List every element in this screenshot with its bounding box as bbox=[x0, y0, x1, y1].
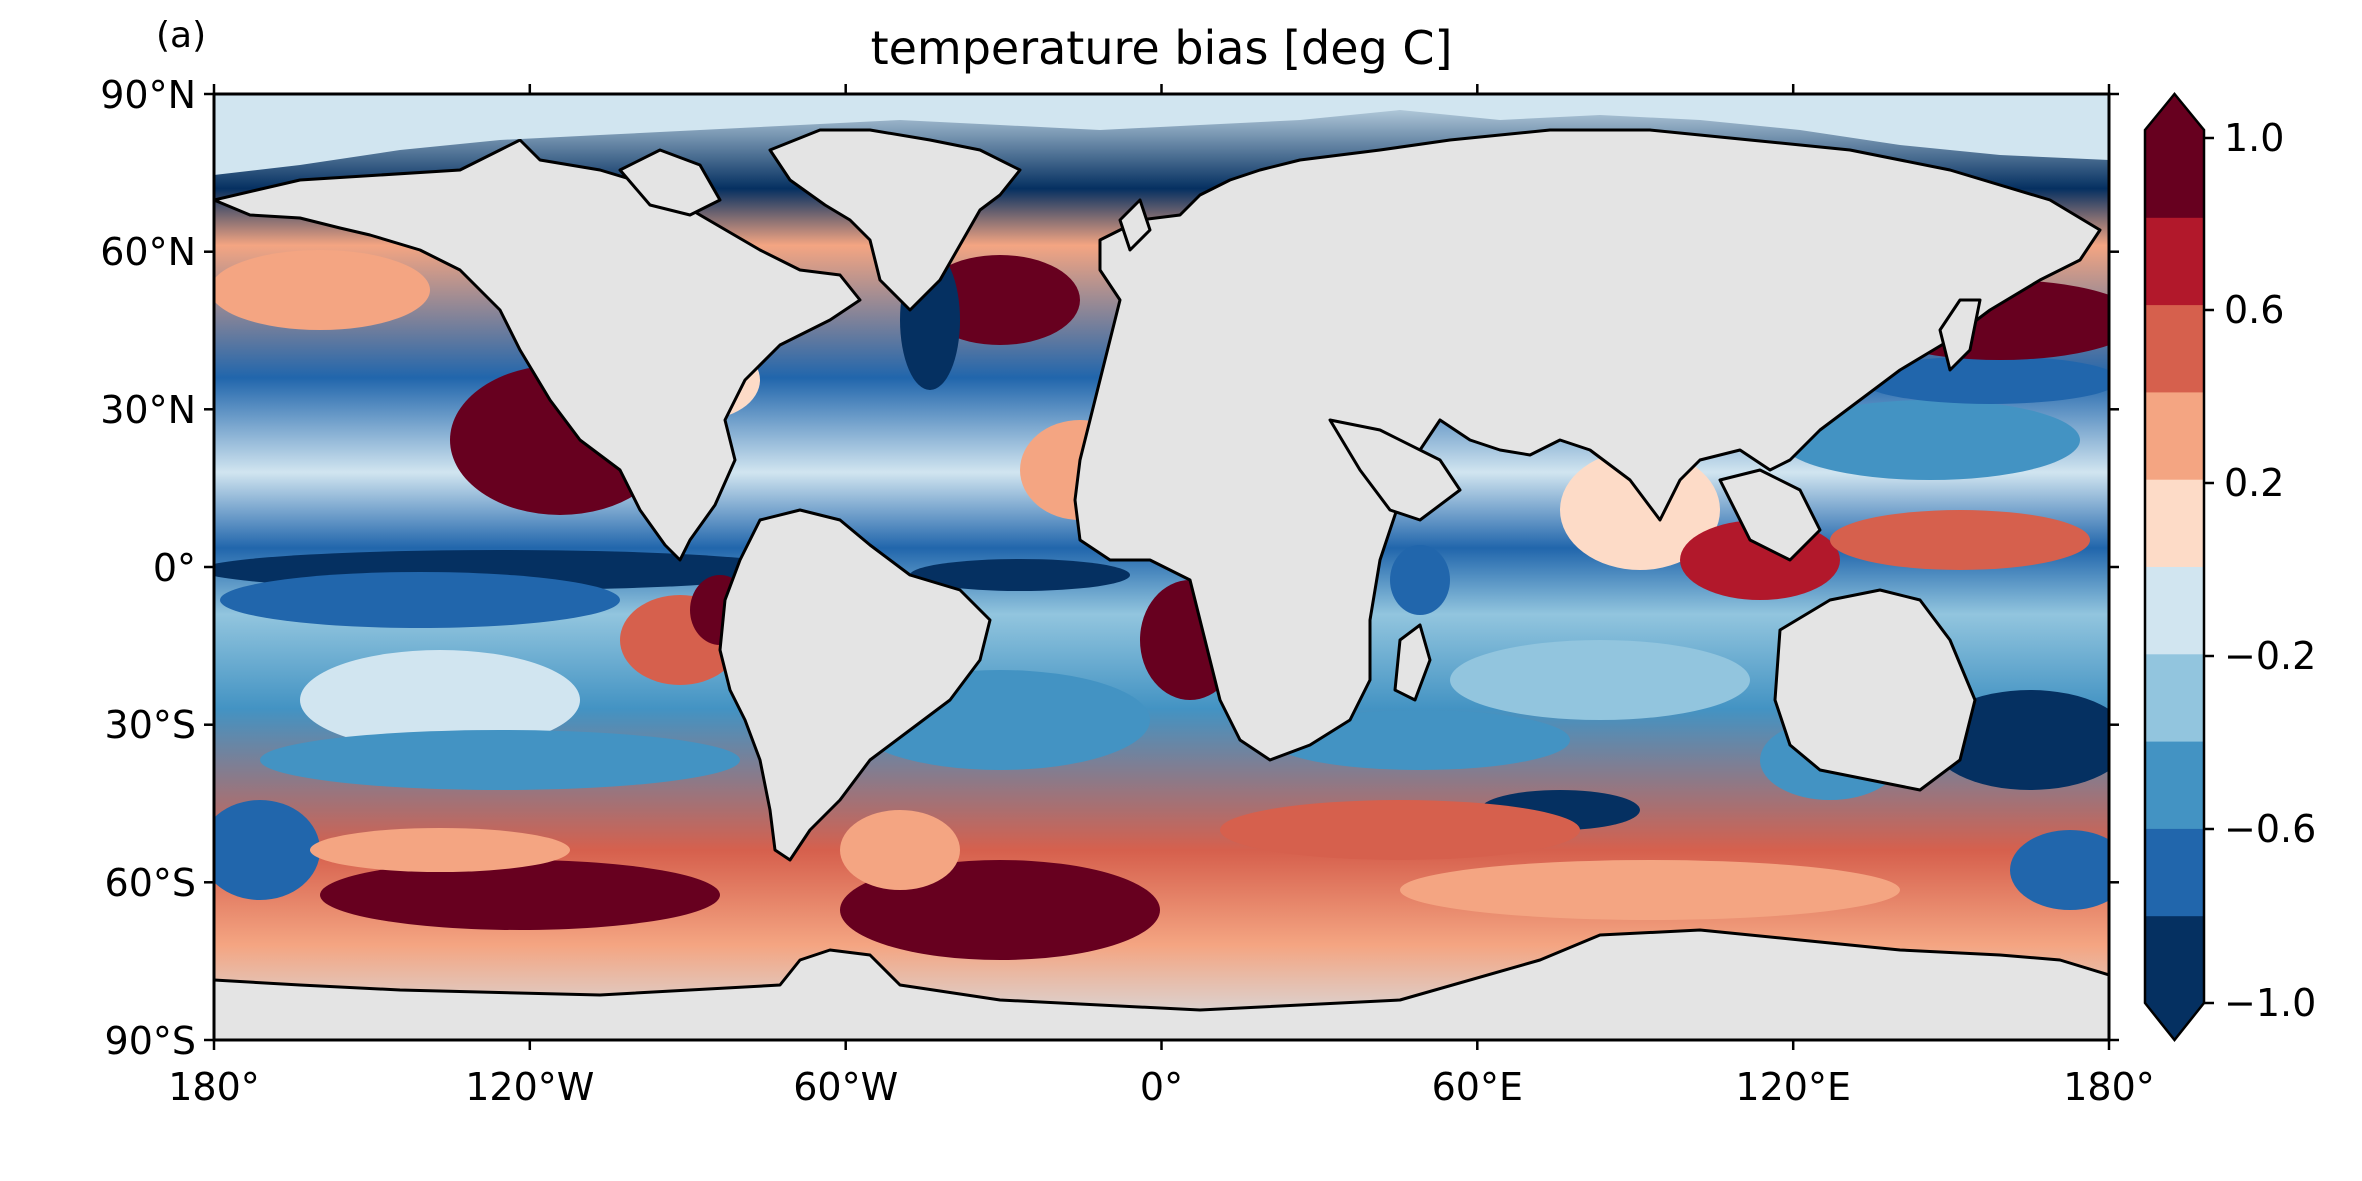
colorbar-extend-max bbox=[2145, 94, 2204, 130]
y-tick-label: 0° bbox=[153, 546, 196, 590]
colorbar-segment bbox=[2145, 304, 2204, 393]
madagascar bbox=[1393, 623, 1432, 702]
x-tick-label: 120°W bbox=[465, 1065, 594, 1109]
x-tick-label: 120°E bbox=[1735, 1065, 1851, 1109]
japan bbox=[1938, 298, 1982, 372]
colorbar-tick-label: −0.6 bbox=[2224, 807, 2316, 851]
colorbar-tick-label: 0.2 bbox=[2224, 461, 2284, 505]
x-tick-label: 60°W bbox=[793, 1065, 898, 1109]
y-tick-labels: 90°N 60°N 30°N 0° 30°S 60°S 90°S bbox=[100, 73, 196, 1063]
map-panel bbox=[214, 94, 2109, 1040]
x-tick-label: 180° bbox=[168, 1065, 260, 1109]
colorbar-tick-labels: 1.0 0.6 0.2 −0.2 −0.6 −1.0 bbox=[2224, 116, 2316, 1025]
bias-patches bbox=[214, 250, 2109, 960]
colorbar-tick-label: −0.2 bbox=[2224, 634, 2316, 678]
colorbar-segment bbox=[2145, 741, 2204, 829]
y-tick-label: 90°N bbox=[100, 73, 196, 117]
colorbar-segment bbox=[2145, 217, 2204, 306]
x-tick-labels: 180° 120°W 60°W 0° 60°E 120°E 180° bbox=[168, 1065, 2155, 1109]
x-tick-label: 0° bbox=[1140, 1065, 1183, 1109]
colorbar-segments bbox=[2145, 130, 2204, 1004]
south-america bbox=[718, 508, 992, 862]
colorbar-segment bbox=[2145, 479, 2204, 567]
north-america bbox=[214, 138, 862, 562]
colorbar-segment bbox=[2145, 566, 2204, 655]
arctic-ice bbox=[214, 94, 2109, 175]
arabia bbox=[1328, 418, 1462, 522]
africa-eurasia bbox=[1073, 128, 2102, 762]
x-tick-label: 60°E bbox=[1432, 1065, 1523, 1109]
colorbar-segment bbox=[2145, 828, 2204, 917]
axis-ticks bbox=[204, 84, 2119, 1050]
map-title: temperature bias [deg C] bbox=[871, 21, 1453, 75]
colorbar-segment bbox=[2145, 915, 2204, 1004]
y-tick-label: 30°N bbox=[100, 388, 196, 432]
colorbar-tick-label: 0.6 bbox=[2224, 288, 2284, 332]
x-tick-label: 180° bbox=[2063, 1065, 2155, 1109]
british-isles bbox=[1118, 198, 1152, 252]
colorbar: 1.0 0.6 0.2 −0.2 −0.6 −1.0 bbox=[2143, 92, 2316, 1043]
colorbar-segment bbox=[2145, 391, 2204, 480]
y-tick-label: 60°S bbox=[105, 861, 196, 905]
baffin-island bbox=[618, 148, 722, 217]
greenland bbox=[768, 128, 1022, 312]
colorbar-ticks bbox=[2204, 136, 2214, 1005]
y-tick-label: 90°S bbox=[105, 1019, 196, 1063]
land-masses bbox=[214, 94, 2109, 1040]
y-tick-label: 30°S bbox=[105, 703, 196, 747]
colorbar-extend-min bbox=[2145, 1003, 2204, 1040]
panel-label: (a) bbox=[156, 15, 206, 56]
borneo-sumatra bbox=[1718, 468, 1822, 562]
australia bbox=[1773, 588, 1977, 792]
colorbar-segment bbox=[2145, 653, 2204, 742]
colorbar-tick-label: −1.0 bbox=[2224, 981, 2316, 1025]
colorbar-segment bbox=[2145, 130, 2204, 218]
colorbar-tick-label: 1.0 bbox=[2224, 116, 2284, 160]
antarctica bbox=[214, 928, 2109, 1040]
y-tick-label: 60°N bbox=[100, 230, 196, 274]
